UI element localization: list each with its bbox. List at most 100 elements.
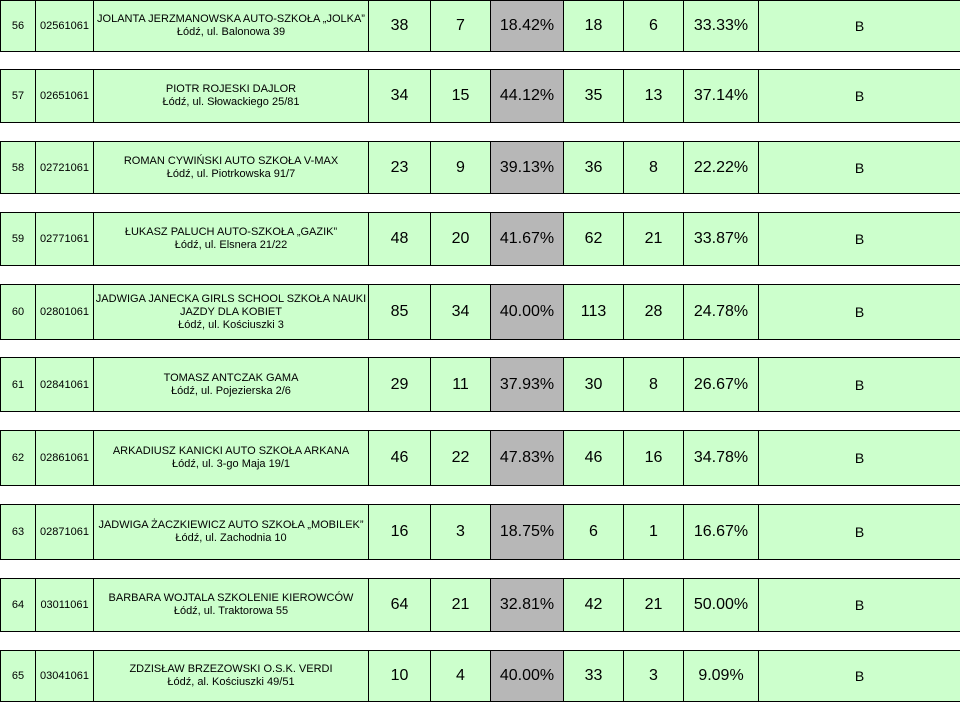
exam-count-cell-2: 46 xyxy=(564,431,624,486)
pass-rate-cell: 44.12% xyxy=(491,70,564,123)
exam-count-cell-2: 6 xyxy=(564,505,624,560)
category-cell: B xyxy=(759,70,960,123)
category-cell: B xyxy=(759,358,960,412)
row-number-cell: 56 xyxy=(1,1,36,52)
pass-rate-cell: 18.75% xyxy=(491,505,564,560)
exam-count-cell: 85 xyxy=(369,285,431,340)
row-number-cell: 64 xyxy=(1,579,36,632)
school-code-cell: 03011061 xyxy=(36,579,94,632)
pass-rate-cell-2: 26.67% xyxy=(684,358,759,412)
exam-count-cell-2: 62 xyxy=(564,213,624,266)
school-code-cell: 03041061 xyxy=(36,651,94,702)
school-address: Łódź, al. Kościuszki 49/51 xyxy=(94,676,368,689)
passed-count-cell: 11 xyxy=(431,358,491,412)
pass-rate-cell-2: 33.87% xyxy=(684,213,759,266)
exam-count-cell-2: 36 xyxy=(564,142,624,194)
school-address: Łódź, ul. Balonowa 39 xyxy=(94,26,368,39)
school-name-line: JAZDY DLA KOBIET xyxy=(94,306,368,319)
exam-count-cell: 29 xyxy=(369,358,431,412)
exam-count-cell: 64 xyxy=(369,579,431,632)
school-code-cell: 02801061 xyxy=(36,285,94,340)
pass-rate-cell: 47.83% xyxy=(491,431,564,486)
pass-rate-cell: 37.93% xyxy=(491,358,564,412)
school-address: Łódź, ul. Słowackiego 25/81 xyxy=(94,96,368,109)
school-address: Łódź, ul. Zachodnia 10 xyxy=(94,532,368,545)
school-name-line: PIOTR ROJESKI DAJLOR xyxy=(94,83,368,96)
row-number-cell: 63 xyxy=(1,505,36,560)
school-code-cell: 02871061 xyxy=(36,505,94,560)
passed-count-cell-2: 3 xyxy=(624,651,684,702)
row-number-cell: 62 xyxy=(1,431,36,486)
exam-count-cell: 38 xyxy=(369,1,431,52)
school-name-line: JADWIGA ŻACZKIEWICZ AUTO SZKOŁA „MOBILEK… xyxy=(94,519,368,532)
row-separator xyxy=(1,266,960,285)
pass-rate-cell-2: 22.22% xyxy=(684,142,759,194)
passed-count-cell: 20 xyxy=(431,213,491,266)
exam-count-cell-2: 18 xyxy=(564,1,624,52)
pass-rate-cell-2: 24.78% xyxy=(684,285,759,340)
category-cell: B xyxy=(759,285,960,340)
row-number-cell: 59 xyxy=(1,213,36,266)
row-separator xyxy=(1,412,960,431)
school-address: Łódź, ul. Elsnera 21/22 xyxy=(94,239,368,252)
passed-count-cell-2: 28 xyxy=(624,285,684,340)
row-separator xyxy=(1,560,960,579)
row-separator xyxy=(1,486,960,505)
passed-count-cell-2: 13 xyxy=(624,70,684,123)
separator-cell xyxy=(1,702,960,720)
row-separator xyxy=(1,340,960,358)
school-name-line: ROMAN CYWIŃSKI AUTO SZKOŁA V-MAX xyxy=(94,155,368,168)
school-address: Łódź, ul. Piotrkowska 91/7 xyxy=(94,168,368,181)
passed-count-cell-2: 21 xyxy=(624,579,684,632)
pass-rate-cell-2: 33.33% xyxy=(684,1,759,52)
exam-count-cell: 34 xyxy=(369,70,431,123)
school-name-line: JADWIGA JANECKA GIRLS SCHOOL SZKOŁA NAUK… xyxy=(94,293,368,306)
category-cell: B xyxy=(759,213,960,266)
row-separator xyxy=(1,123,960,142)
separator-cell xyxy=(1,52,960,70)
pass-rate-cell: 41.67% xyxy=(491,213,564,266)
separator-cell xyxy=(1,560,960,579)
school-address: Łódź, ul. Pojezierska 2/6 xyxy=(94,385,368,398)
school-address: Łódź, ul. Kościuszki 3 xyxy=(94,319,368,332)
separator-cell xyxy=(1,632,960,651)
passed-count-cell-2: 1 xyxy=(624,505,684,560)
pass-rate-cell-2: 50.00% xyxy=(684,579,759,632)
row-number-cell: 61 xyxy=(1,358,36,412)
row-separator xyxy=(1,52,960,70)
category-cell: B xyxy=(759,505,960,560)
row-separator xyxy=(1,702,960,720)
passed-count-cell: 4 xyxy=(431,651,491,702)
passed-count-cell: 21 xyxy=(431,579,491,632)
passed-count-cell: 7 xyxy=(431,1,491,52)
row-separator xyxy=(1,632,960,651)
school-code-cell: 02841061 xyxy=(36,358,94,412)
separator-cell xyxy=(1,486,960,505)
row-number-cell: 58 xyxy=(1,142,36,194)
school-code-cell: 02561061 xyxy=(36,1,94,52)
category-cell: B xyxy=(759,142,960,194)
pass-rate-cell-2: 9.09% xyxy=(684,651,759,702)
passed-count-cell-2: 16 xyxy=(624,431,684,486)
passed-count-cell-2: 6 xyxy=(624,1,684,52)
category-cell: B xyxy=(759,651,960,702)
passed-count-cell: 22 xyxy=(431,431,491,486)
school-name-line: ŁUKASZ PALUCH AUTO-SZKOŁA „GAZIK” xyxy=(94,226,368,239)
passed-count-cell: 9 xyxy=(431,142,491,194)
category-cell: B xyxy=(759,579,960,632)
exam-count-cell-2: 113 xyxy=(564,285,624,340)
school-address: Łódź, ul. 3-go Maja 19/1 xyxy=(94,458,368,471)
exam-count-cell-2: 30 xyxy=(564,358,624,412)
pass-rate-cell-2: 16.67% xyxy=(684,505,759,560)
passed-count-cell: 15 xyxy=(431,70,491,123)
passed-count-cell: 3 xyxy=(431,505,491,560)
passed-count-cell-2: 8 xyxy=(624,142,684,194)
